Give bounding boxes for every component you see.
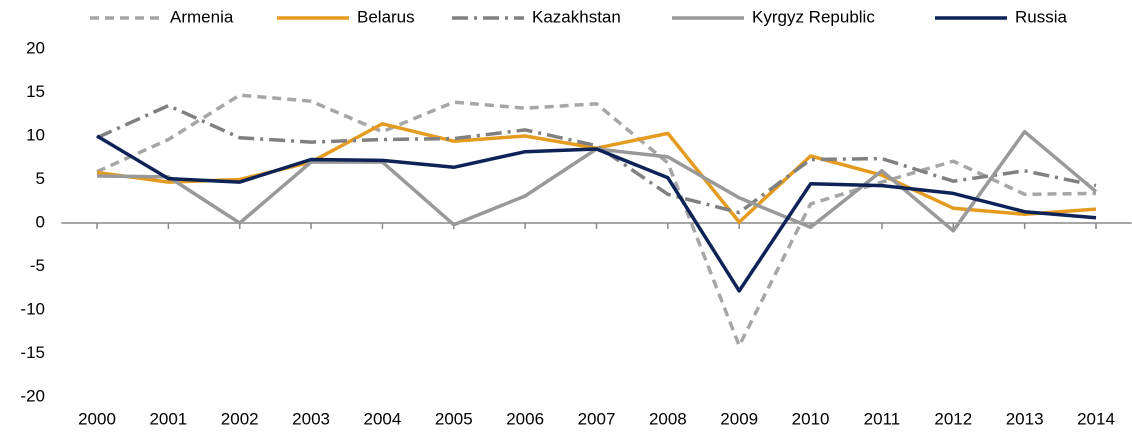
y-tick-label: -15 [20, 343, 45, 362]
x-tick-label: 2005 [435, 409, 473, 428]
y-tick-label: 10 [26, 125, 45, 144]
y-tick-label: 20 [26, 38, 45, 57]
y-tick-label: -5 [30, 256, 45, 275]
x-tick-label: 2003 [292, 409, 330, 428]
y-tick-label: -10 [20, 299, 45, 318]
y-tick-label: 0 [36, 212, 45, 231]
x-tick-label: 2007 [578, 409, 616, 428]
legend-label: Russia [1015, 7, 1068, 26]
legend-label: Armenia [170, 7, 234, 26]
x-tick-label: 2004 [364, 409, 402, 428]
x-tick-label: 2010 [792, 409, 830, 428]
series-line [96, 103, 1097, 215]
y-tick-label: 5 [36, 169, 45, 188]
legend-label: Kyrgyz Republic [752, 7, 875, 26]
x-tick-label: 2009 [720, 409, 758, 428]
y-tick-label: -20 [20, 386, 45, 405]
series-line [96, 134, 1097, 293]
y-tick-label: 15 [26, 82, 45, 101]
x-tick-label: 2006 [506, 409, 544, 428]
x-tick-label: 2014 [1077, 409, 1115, 428]
x-tick-label: 2008 [649, 409, 687, 428]
series-line [96, 93, 1097, 348]
x-tick-label: 2011 [864, 409, 901, 428]
x-tick-label: 2002 [221, 409, 259, 428]
x-tick-label: 2013 [1006, 409, 1044, 428]
x-tick-label: 2012 [934, 409, 972, 428]
x-tick-label: 2000 [78, 409, 116, 428]
legend-label: Kazakhstan [532, 7, 621, 26]
x-tick-label: 2001 [149, 409, 187, 428]
legend-label: Belarus [357, 7, 415, 26]
